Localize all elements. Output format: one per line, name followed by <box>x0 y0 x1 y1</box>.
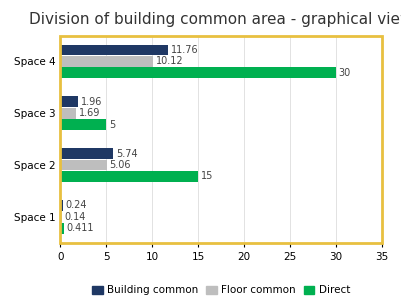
Text: 0.411: 0.411 <box>67 223 94 233</box>
Text: 30: 30 <box>338 68 350 78</box>
Bar <box>60 200 62 211</box>
Bar <box>60 67 335 78</box>
Text: 0.14: 0.14 <box>64 212 85 222</box>
Bar <box>60 56 153 67</box>
Legend: Building common, Floor common, Direct: Building common, Floor common, Direct <box>88 281 353 296</box>
Text: 1.69: 1.69 <box>78 108 100 118</box>
Text: 5: 5 <box>109 120 115 130</box>
Text: 11.76: 11.76 <box>171 45 198 55</box>
Bar <box>60 45 168 55</box>
Text: 1.96: 1.96 <box>81 97 102 107</box>
Bar <box>60 108 76 119</box>
Bar <box>60 119 106 130</box>
Bar <box>60 223 64 234</box>
Text: 0.24: 0.24 <box>65 200 87 210</box>
Bar <box>60 211 61 222</box>
Bar <box>60 96 78 107</box>
Bar <box>60 171 198 182</box>
Title: Division of building common area - graphical view: Division of building common area - graph… <box>29 12 401 28</box>
Bar <box>60 148 113 159</box>
Bar <box>60 160 107 170</box>
Text: 5.74: 5.74 <box>115 149 137 159</box>
Text: 5.06: 5.06 <box>109 160 131 170</box>
Text: 10.12: 10.12 <box>156 57 183 66</box>
Text: 15: 15 <box>200 171 213 181</box>
